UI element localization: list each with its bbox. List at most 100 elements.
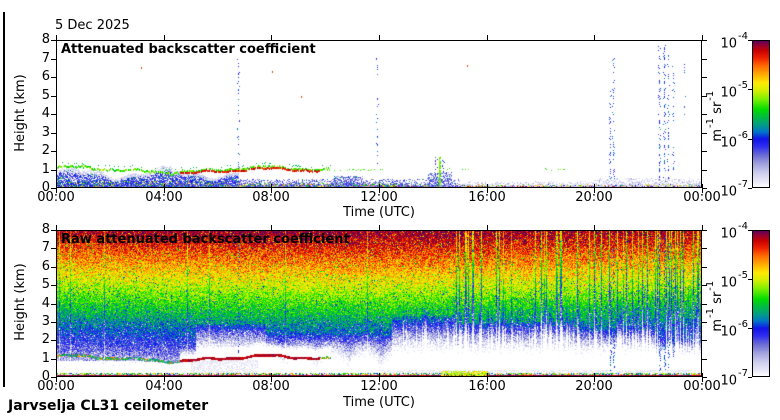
x-axis-tick <box>594 184 595 193</box>
time-axis-label-bottom: Time (UTC) <box>343 395 415 410</box>
y-axis-tick <box>702 267 707 268</box>
y-tick-label: 0 <box>41 369 50 384</box>
x-axis-tick <box>702 225 703 230</box>
y-axis-tick <box>51 285 56 286</box>
x-axis-tick <box>594 373 595 382</box>
y-axis-tick <box>702 230 707 231</box>
x-axis-tick <box>164 373 165 382</box>
y-axis-tick <box>702 133 707 134</box>
x-axis-tick <box>379 35 380 40</box>
x-tick-label: 00:00 <box>37 190 75 205</box>
y-axis-tick <box>702 322 707 323</box>
x-tick-label: 04:00 <box>145 379 183 394</box>
y-axis-tick <box>702 248 707 249</box>
y-axis-tick <box>51 151 56 152</box>
x-tick-label: 16:00 <box>468 379 506 394</box>
y-axis-tick <box>702 96 707 97</box>
y-tick-label: 8 <box>41 32 50 47</box>
x-axis-tick <box>487 184 488 193</box>
colorbar-tick <box>748 40 752 41</box>
x-tick-label: 00:00 <box>683 379 721 394</box>
colorbar-tick <box>748 377 752 378</box>
y-tick-label: 3 <box>41 125 50 140</box>
x-tick-label: 00:00 <box>37 379 75 394</box>
colorbar-unit-label: m-1 sr-1 <box>704 280 726 332</box>
panel-title-attenuated: Attenuated backscatter coefficient <box>61 42 316 57</box>
y-tick-label: 6 <box>41 69 50 84</box>
x-tick-label: 12:00 <box>360 379 398 394</box>
y-axis-tick <box>51 188 56 189</box>
colorbar-tick-label: 10-6 <box>720 130 748 151</box>
x-axis-tick <box>487 373 488 382</box>
colorbar-tick <box>748 328 752 329</box>
y-axis-tick <box>702 377 707 378</box>
x-axis-tick <box>702 35 703 40</box>
y-axis-tick <box>51 230 56 231</box>
time-axis-label-top: Time (UTC) <box>343 205 415 220</box>
y-axis-tick <box>702 359 707 360</box>
heatmap-canvas-raw <box>56 230 702 377</box>
colorbar-tick <box>748 279 752 280</box>
plot-frame <box>56 230 702 377</box>
y-tick-label: 1 <box>41 162 50 177</box>
colorbar-tick-label: 10-4 <box>720 221 748 242</box>
y-axis-tick <box>51 40 56 41</box>
x-axis-tick <box>379 373 380 382</box>
colorbar-tick-label: 10-7 <box>720 179 748 200</box>
x-tick-label: 16:00 <box>468 190 506 205</box>
colorbar-tick <box>748 230 752 231</box>
x-axis-tick <box>56 184 57 193</box>
y-axis-tick <box>51 248 56 249</box>
y-axis-tick <box>51 96 56 97</box>
x-axis-tick <box>164 184 165 193</box>
y-tick-label: 2 <box>41 332 50 347</box>
y-axis-tick <box>702 285 707 286</box>
y-tick-label: 2 <box>41 143 50 158</box>
colorbar-raw <box>752 230 770 377</box>
x-axis-tick <box>164 35 165 40</box>
y-axis-tick <box>51 59 56 60</box>
y-tick-label: 7 <box>41 240 50 255</box>
colorbar-frame <box>752 40 770 188</box>
x-tick-label: 20:00 <box>575 379 613 394</box>
y-axis-tick <box>702 188 707 189</box>
y-axis-tick <box>51 267 56 268</box>
y-tick-label: 0 <box>41 180 50 195</box>
y-axis-tick <box>51 359 56 360</box>
colorbar-frame <box>752 230 770 377</box>
y-tick-label: 4 <box>41 296 50 311</box>
y-axis-tick <box>702 114 707 115</box>
x-axis-tick <box>271 373 272 382</box>
y-axis-tick <box>51 77 56 78</box>
x-tick-label: 20:00 <box>575 190 613 205</box>
x-axis-tick <box>56 373 57 382</box>
instrument-label: Jarvselja CL31 ceilometer <box>8 398 209 414</box>
y-tick-label: 6 <box>41 259 50 274</box>
heatmap-canvas-attenuated <box>56 40 702 188</box>
y-tick-label: 5 <box>41 277 50 292</box>
x-axis-tick <box>271 225 272 230</box>
x-axis-tick <box>487 35 488 40</box>
x-axis-tick <box>56 35 57 40</box>
x-axis-tick <box>56 225 57 230</box>
y-tick-label: 3 <box>41 314 50 329</box>
y-axis-tick <box>702 77 707 78</box>
y-axis-tick <box>702 59 707 60</box>
y-axis-tick <box>51 133 56 134</box>
date-label: 5 Dec 2025 <box>55 18 130 33</box>
colorbar-unit-label: m-1 sr-1 <box>704 90 726 142</box>
x-tick-label: 04:00 <box>145 190 183 205</box>
y-axis-tick <box>702 340 707 341</box>
x-axis-tick <box>487 225 488 230</box>
y-tick-label: 8 <box>41 222 50 237</box>
colorbar-attenuated <box>752 40 770 188</box>
window-border-line <box>3 12 5 387</box>
x-axis-tick <box>271 184 272 193</box>
x-tick-label: 08:00 <box>252 190 290 205</box>
y-axis-tick <box>702 40 707 41</box>
x-tick-label: 00:00 <box>683 190 721 205</box>
y-tick-label: 5 <box>41 88 50 103</box>
plot-frame <box>56 40 702 188</box>
x-axis-tick <box>164 225 165 230</box>
